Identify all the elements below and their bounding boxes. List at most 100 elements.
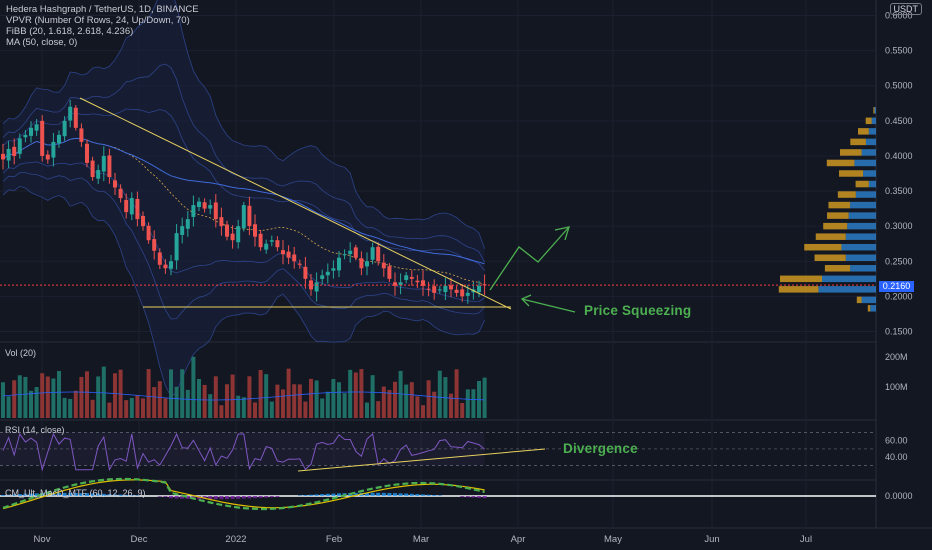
time-tick-label: Dec bbox=[131, 534, 148, 545]
legend-vpvr[interactable]: VPVR (Number Of Rows, 24, Up/Down, 70) bbox=[6, 15, 190, 26]
volume-bar bbox=[113, 373, 117, 418]
vpvr-up-bar bbox=[845, 254, 876, 261]
macd-histogram-bar bbox=[264, 496, 269, 498]
volume-bar bbox=[191, 356, 196, 418]
macd-histogram-bar bbox=[6, 494, 11, 496]
macd-histogram-bar bbox=[253, 496, 257, 499]
volume-bar bbox=[387, 389, 392, 418]
volume-bar bbox=[398, 370, 403, 418]
volume-bar bbox=[202, 384, 207, 418]
macd-histogram-bar bbox=[90, 493, 95, 496]
currency-badge[interactable]: USDT bbox=[889, 3, 922, 15]
volume-bar bbox=[146, 369, 151, 418]
macd-histogram-bar bbox=[225, 496, 229, 500]
candle bbox=[325, 271, 330, 276]
macd-histogram-bar bbox=[101, 493, 106, 496]
volume-bar bbox=[213, 376, 218, 418]
band-line bbox=[2, 161, 485, 302]
macd-histogram-bar bbox=[275, 496, 280, 497]
volume-pane-label[interactable]: Vol (20) bbox=[5, 348, 37, 358]
legend-title: Hedera Hashgraph / TetherUS, 1D, BINANCE bbox=[6, 4, 199, 15]
rsi-pane-label[interactable]: RSI (14, close) bbox=[5, 425, 65, 435]
divergence-annotation: Divergence bbox=[563, 441, 638, 456]
volume-bar bbox=[471, 389, 476, 418]
candle bbox=[404, 275, 409, 280]
candle bbox=[387, 266, 392, 279]
macd-histogram-bar bbox=[174, 496, 179, 499]
macd-histogram-bar bbox=[73, 492, 78, 496]
macd-histogram-bar bbox=[331, 493, 336, 496]
volume-bar bbox=[12, 380, 17, 418]
candle bbox=[1, 153, 5, 160]
vpvr-down-bar bbox=[814, 254, 846, 261]
candle bbox=[73, 107, 78, 128]
candle bbox=[236, 226, 241, 243]
volume-bar bbox=[6, 396, 11, 418]
vpvr-up-bar bbox=[822, 275, 876, 283]
volume-bar bbox=[135, 395, 140, 418]
macd-pane-label[interactable]: CM_Ult_MacD_MTF (60, 12, 26, 9) bbox=[5, 488, 146, 498]
candle bbox=[348, 250, 353, 255]
vpvr-down-bar bbox=[826, 159, 855, 167]
candle bbox=[449, 285, 453, 290]
candle bbox=[34, 124, 39, 131]
volume-bar bbox=[79, 376, 84, 418]
volume-bar bbox=[337, 382, 341, 418]
candle bbox=[107, 155, 112, 177]
candle bbox=[79, 128, 84, 142]
candle bbox=[359, 258, 364, 269]
candle bbox=[314, 282, 319, 292]
macd-histogram-bar bbox=[477, 496, 481, 498]
legend-ma[interactable]: MA (50, close, 0) bbox=[6, 37, 78, 48]
candle bbox=[297, 263, 302, 265]
legend-fibb[interactable]: FiBB (20, 1.618, 2.618, 4.236) bbox=[6, 26, 134, 37]
vpvr-down-bar bbox=[778, 286, 819, 293]
macd-histogram-bar bbox=[79, 493, 84, 496]
axes: 0.6000 0.5500 0.5000 0.4500 0.4000 0.3500 0.30… bbox=[34, 11, 913, 545]
volume-bar bbox=[449, 393, 453, 418]
macd-line bbox=[2, 477, 485, 511]
volume-bar bbox=[426, 380, 431, 418]
volume-ma bbox=[2, 391, 485, 401]
candle bbox=[101, 155, 106, 172]
macd-histogram-bar bbox=[376, 492, 381, 496]
volume-bar bbox=[437, 370, 442, 418]
macd-histogram-bar bbox=[169, 496, 173, 499]
vpvr-down-bar bbox=[837, 191, 856, 198]
candle bbox=[381, 262, 386, 269]
vpvr-down-bar bbox=[824, 265, 851, 272]
price-tick-label: 0.5000 bbox=[885, 81, 913, 91]
volume-bar bbox=[415, 396, 420, 418]
candle bbox=[191, 205, 196, 217]
macd-histogram-bar bbox=[421, 494, 425, 496]
vpvr-down-bar bbox=[856, 296, 862, 304]
macd-histogram-bar bbox=[398, 493, 403, 496]
macd-histogram-bar bbox=[353, 492, 358, 496]
volume-bar bbox=[325, 391, 330, 418]
rsi-tick-label: 60.00 bbox=[885, 436, 908, 446]
volume-bar bbox=[258, 369, 263, 418]
candle bbox=[68, 106, 73, 121]
volume-bar bbox=[482, 377, 487, 418]
volume-bar bbox=[152, 387, 157, 418]
vpvr-up-bar bbox=[868, 180, 876, 188]
macd-histogram-bar bbox=[68, 492, 73, 496]
macd-histogram-bar bbox=[236, 496, 241, 499]
squeeze-arrow bbox=[521, 298, 576, 313]
band-line bbox=[2, 172, 485, 320]
candle bbox=[286, 251, 291, 258]
vpvr-down-bar bbox=[804, 243, 842, 251]
candle bbox=[157, 252, 162, 265]
volume-bar bbox=[85, 371, 89, 418]
vpvr-down-bar bbox=[850, 138, 866, 146]
drawings[interactable] bbox=[0, 97, 876, 313]
band-fill bbox=[3, 0, 485, 397]
last-price-badge: 0.2160 bbox=[879, 281, 914, 292]
volume-bar bbox=[264, 374, 269, 418]
vpvr-up-bar bbox=[847, 222, 876, 230]
rsi-line bbox=[2, 432, 485, 472]
macd-histogram-bar bbox=[415, 494, 420, 496]
band-line bbox=[2, 185, 485, 398]
candle bbox=[85, 143, 89, 163]
